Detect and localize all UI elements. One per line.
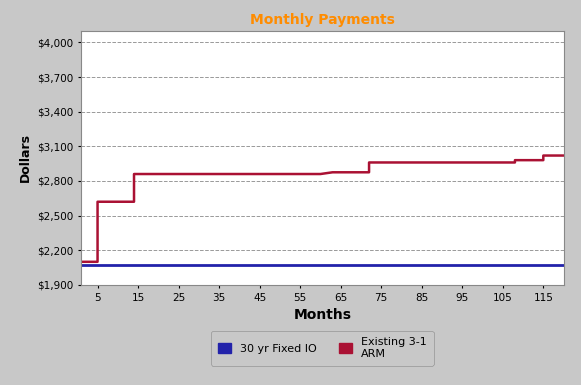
Y-axis label: Dollars: Dollars [19, 133, 32, 182]
Legend: 30 yr Fixed IO, Existing 3-1
ARM: 30 yr Fixed IO, Existing 3-1 ARM [211, 331, 433, 366]
X-axis label: Months: Months [293, 308, 352, 322]
Title: Monthly Payments: Monthly Payments [250, 13, 395, 27]
